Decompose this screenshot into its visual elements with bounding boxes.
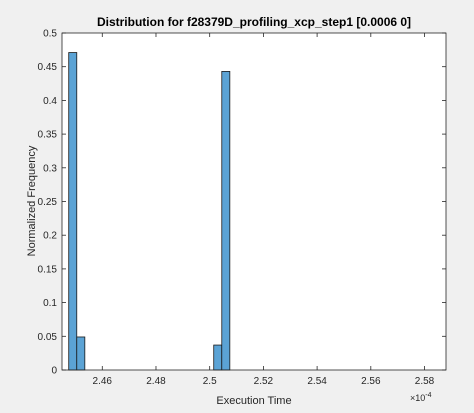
y-tick-label: 0 (51, 366, 57, 377)
y-tick-label: 0.3 (43, 163, 57, 174)
y-tick-label: 0.4 (43, 96, 57, 107)
x-tick-label: 2.52 (254, 376, 274, 387)
y-tick-label: 0.1 (43, 298, 57, 309)
histogram-bar-2 (76, 336, 86, 371)
y-tick-label: 0.15 (38, 264, 58, 275)
y-tick-label: 0.35 (38, 130, 58, 141)
histogram-bar-3 (213, 344, 223, 371)
y-tick-label: 0.2 (43, 231, 57, 242)
y-axis-label: Normalized Frequency (26, 145, 38, 256)
y-tick-label: 0.5 (43, 29, 57, 40)
plot-area (62, 33, 446, 370)
x-axis-label: Execution Time (216, 395, 291, 407)
x-tick-label: 2.58 (415, 376, 435, 387)
exponent-base: ×10 (410, 393, 425, 403)
x-tick-label: 2.46 (93, 376, 113, 387)
chart-title: Distribution for f28379D_profiling_xcp_s… (97, 15, 411, 29)
x-tick-label: 2.48 (146, 376, 166, 387)
y-tick-label: 0.45 (38, 62, 58, 73)
x-axis-ticks: 2.46 2.48 2.5 2.52 2.54 2.56 2.58 (93, 33, 435, 387)
histogram-bar-1 (68, 52, 78, 371)
x-axis-exponent: ×10-4 (410, 392, 432, 403)
histogram-bar-4 (221, 71, 231, 371)
x-tick-label: 2.5 (203, 376, 217, 387)
x-tick-label: 2.54 (307, 376, 327, 387)
y-tick-label: 0.05 (38, 332, 58, 343)
y-axis-ticks: 0 0.05 0.1 0.15 0.2 0.25 0.3 0.35 0.4 0.45 0.5 (38, 29, 446, 377)
x-tick-label: 2.56 (361, 376, 381, 387)
exponent-power: -4 (425, 392, 431, 399)
y-tick-label: 0.25 (38, 197, 58, 208)
